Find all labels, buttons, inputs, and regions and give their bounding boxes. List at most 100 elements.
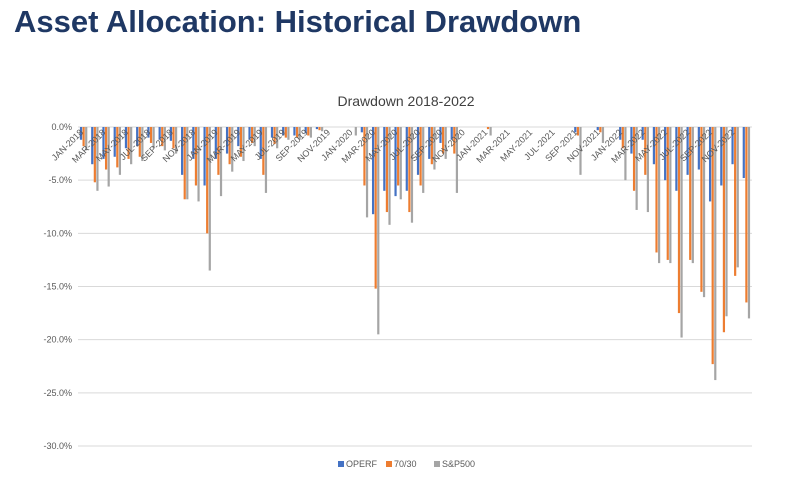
bar-operf <box>225 127 229 154</box>
bar-sp500 <box>624 127 627 181</box>
bar-7030 <box>363 127 366 186</box>
bar-7030 <box>262 127 265 175</box>
bar-operf <box>293 127 296 136</box>
bar-operf <box>136 127 139 147</box>
bar-7030 <box>295 127 299 138</box>
gridlines <box>78 126 752 447</box>
bar-operf <box>383 127 386 191</box>
legend-label: S&P500 <box>442 459 475 469</box>
y-tick-label: 0.0% <box>51 122 72 132</box>
bar-sp500 <box>321 127 324 132</box>
bar-sp500 <box>141 127 144 162</box>
bar-operf <box>394 127 397 197</box>
y-tick-label: -15.0% <box>43 282 72 292</box>
bar-sp500 <box>242 127 245 162</box>
bar-operf <box>439 127 442 143</box>
bar-sp500 <box>601 127 605 143</box>
slide-title: Asset Allocation: Historical Drawdown <box>14 4 582 39</box>
bar-sp500 <box>118 127 122 175</box>
bar-7030 <box>599 127 602 133</box>
y-tick-label: -20.0% <box>43 335 72 345</box>
bar-sp500 <box>197 127 200 202</box>
bar-sp500 <box>208 127 211 271</box>
bar-7030 <box>666 127 669 260</box>
bar-operf <box>259 127 262 159</box>
y-axis-ticks: 0.0% -5.0% -10.0% -15.0% -20.0% -25.0% -30.0% <box>43 122 72 451</box>
bar-7030 <box>745 127 748 303</box>
bar-sp500 <box>253 127 256 147</box>
bar-operf <box>416 127 420 175</box>
bar-sp500 <box>85 127 88 151</box>
bar-sp500 <box>658 127 661 264</box>
bar-7030 <box>689 127 692 260</box>
bar-operf <box>192 127 195 159</box>
y-tick-label: -5.0% <box>48 175 72 185</box>
bar-7030 <box>385 127 389 213</box>
bar-operf <box>79 127 83 140</box>
bar-operf <box>708 127 712 202</box>
bar-operf <box>315 127 319 130</box>
bar-sp500 <box>186 127 189 200</box>
bar-7030 <box>239 127 242 157</box>
bar-sp500 <box>747 127 751 319</box>
bar-operf <box>664 127 667 181</box>
bar-sp500 <box>714 127 717 381</box>
legend: OPERF 70/30 S&P500 <box>338 459 475 469</box>
bar-7030 <box>655 127 658 253</box>
bar-operf <box>282 127 285 136</box>
bar-operf <box>675 127 678 191</box>
y-tick-label: -25.0% <box>43 388 72 398</box>
bar-sp500 <box>231 127 234 172</box>
bar-sp500 <box>309 127 312 138</box>
bar-sp500 <box>702 127 706 298</box>
bar-operf <box>147 127 150 138</box>
bar-operf <box>113 127 116 157</box>
bar-7030 <box>93 127 96 183</box>
bar-7030 <box>700 127 703 292</box>
bar-7030 <box>284 127 287 138</box>
bar-7030 <box>194 127 198 186</box>
bar-7030 <box>644 127 647 175</box>
bar-7030 <box>711 127 714 365</box>
legend-label: 70/30 <box>394 459 417 469</box>
bar-sp500 <box>388 127 391 225</box>
bar-7030 <box>318 127 321 131</box>
bar-sp500 <box>354 127 357 136</box>
y-tick-label: -10.0% <box>43 228 72 238</box>
bar-7030 <box>104 127 108 170</box>
bar-sp500 <box>287 127 290 140</box>
legend-swatch <box>434 461 440 467</box>
bar-7030 <box>217 127 220 175</box>
bar-operf <box>214 127 217 159</box>
bar-operf <box>652 127 656 165</box>
bar-sp500 <box>410 127 414 223</box>
bar-7030 <box>273 127 276 145</box>
bar-sp500 <box>635 127 638 210</box>
bar-sp500 <box>365 127 369 218</box>
bar-7030 <box>677 127 681 314</box>
bar-7030 <box>441 127 445 154</box>
bar-7030 <box>228 127 231 165</box>
bar-7030 <box>419 127 422 186</box>
bar-sp500 <box>107 127 110 187</box>
y-tick-label: -30.0% <box>43 441 72 451</box>
bar-operf <box>102 127 105 159</box>
bar-operf <box>630 127 633 154</box>
bar-7030 <box>621 127 624 149</box>
bar-7030 <box>183 127 186 200</box>
bar-operf <box>124 127 128 149</box>
bar-sp500 <box>444 127 447 159</box>
bar-sp500 <box>669 127 672 264</box>
bar-7030 <box>408 127 411 213</box>
bars <box>79 127 751 381</box>
bar-sp500 <box>130 127 133 165</box>
bar-operf <box>574 127 577 133</box>
bar-operf <box>619 127 622 140</box>
bar-sp500 <box>96 127 99 191</box>
bar-operf <box>360 127 363 133</box>
bar-operf <box>686 127 689 175</box>
bar-operf <box>304 127 307 134</box>
bar-7030 <box>138 127 141 157</box>
bar-operf <box>91 127 94 165</box>
